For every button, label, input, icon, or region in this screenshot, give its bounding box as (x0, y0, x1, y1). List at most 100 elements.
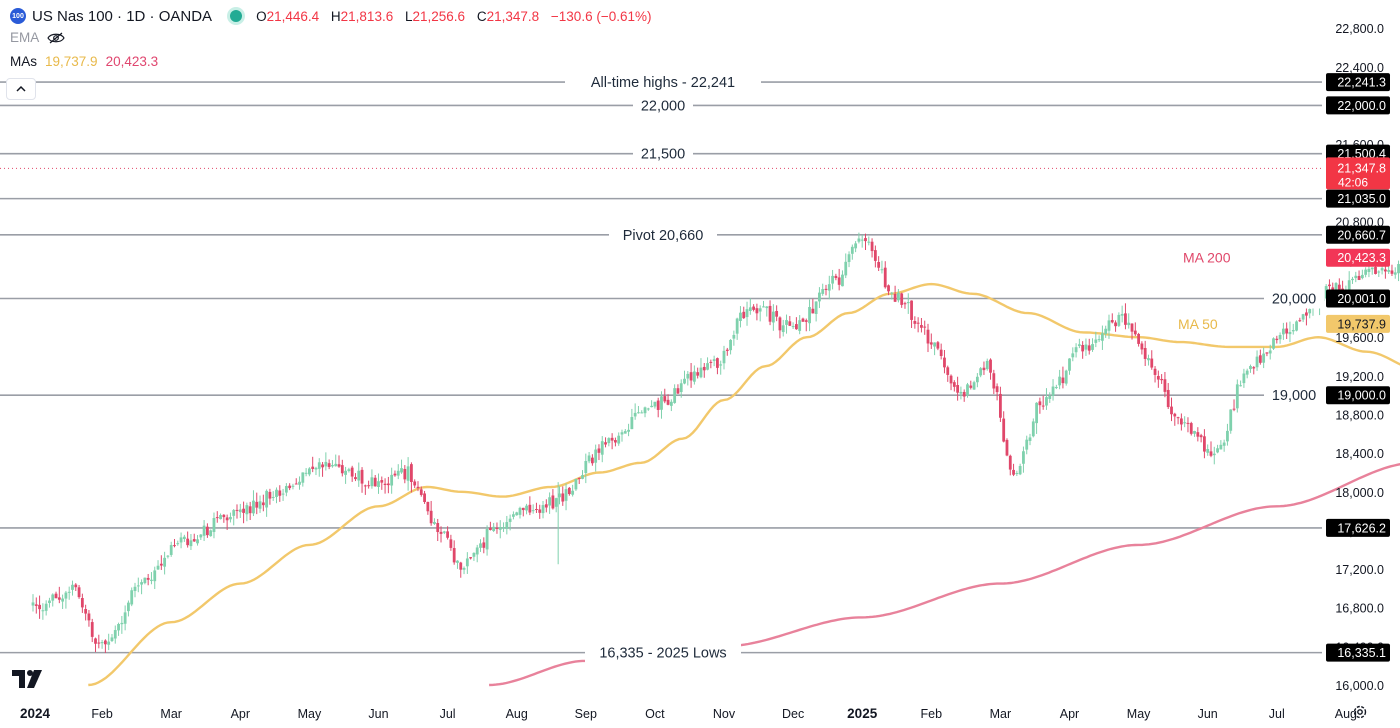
level-label-bg-1 (633, 95, 693, 116)
candle-body (1288, 331, 1292, 335)
candle (982, 361, 986, 375)
candle (469, 556, 473, 560)
candle (377, 473, 380, 494)
candle (864, 233, 867, 250)
time-axis[interactable]: 2024 Feb Mar Apr May Jun Jul Aug Sep Oct Nov Dec 202… (20, 706, 1357, 721)
candle (373, 475, 377, 487)
y-tick-label: 18,800.0 (1335, 409, 1384, 423)
candle-body (1087, 345, 1091, 351)
candle-body (354, 477, 357, 480)
candle (508, 514, 512, 531)
candle (923, 320, 927, 335)
candle-body (90, 622, 94, 637)
candle-body (492, 526, 496, 531)
candle (581, 470, 584, 480)
candle-body (999, 393, 1002, 418)
candle-body (166, 555, 170, 557)
candle (209, 529, 213, 537)
candle-body (363, 485, 367, 487)
level-label-bg-6 (1264, 385, 1324, 406)
candle-body (1094, 339, 1098, 343)
candle (906, 293, 910, 314)
candle-body (985, 360, 989, 370)
candle-body (67, 591, 71, 593)
candle-body (1008, 455, 1012, 470)
candle (818, 287, 821, 309)
candle (133, 582, 137, 598)
candle-body (771, 311, 775, 323)
candle-body (1364, 269, 1368, 275)
level-badge-1: 22,000.0 (1337, 99, 1386, 113)
mas-indicator-row[interactable]: MAs 19,737.9 20,423.3 (10, 54, 158, 69)
candle-body (495, 527, 499, 529)
candle-body (252, 500, 255, 514)
candle (985, 358, 989, 371)
candle (74, 583, 78, 591)
ema-indicator-row[interactable]: EMA (10, 30, 65, 45)
candle-body (808, 307, 811, 324)
candle-body (1091, 344, 1094, 350)
candle (321, 462, 324, 477)
candle (77, 584, 81, 599)
candle-body (946, 367, 950, 375)
candle-body (541, 505, 545, 514)
candle (617, 432, 621, 446)
candle (725, 347, 729, 356)
candle-body (400, 468, 403, 473)
candle (1364, 267, 1368, 278)
candle-body (298, 481, 301, 485)
candle (1272, 337, 1275, 350)
market-status-icon[interactable] (230, 10, 243, 22)
candle (1012, 463, 1015, 477)
candle-body (475, 547, 479, 555)
ma50-legend-value: 19,737.9 (45, 54, 98, 69)
candle (788, 315, 792, 327)
candle-body (1216, 448, 1219, 453)
level-badge-7: 17,626.2 (1337, 521, 1386, 535)
price-axis[interactable]: 22,800.022,400.022,000.021,600.021,200.0… (1335, 22, 1384, 693)
candle (97, 634, 101, 649)
candle-body (390, 474, 394, 486)
candle (1061, 366, 1065, 389)
candle-body (660, 396, 663, 410)
symbol-title[interactable]: US Nas 100 · 1D · OANDA (32, 7, 213, 25)
candle (1288, 321, 1292, 343)
candle (367, 480, 371, 489)
candle-body (1104, 328, 1108, 335)
candle (169, 541, 173, 557)
candle (716, 357, 719, 375)
candle (755, 303, 759, 321)
ma50-inline-label: MA 50 (1178, 316, 1218, 332)
candle (94, 637, 97, 653)
candle-body (712, 359, 716, 361)
gear-icon[interactable] (1352, 704, 1368, 720)
candle-body (406, 466, 410, 481)
candle-body (827, 284, 831, 291)
candle-body (1179, 418, 1183, 425)
collapse-legend-button[interactable] (6, 78, 36, 100)
tradingview-logo-icon[interactable] (12, 670, 46, 688)
candle-body (255, 501, 259, 508)
level-badge-5: 20,001.0 (1337, 292, 1386, 306)
candle (890, 291, 894, 300)
candle (679, 379, 683, 398)
x-tick-label: Mar (160, 707, 182, 721)
candle (64, 590, 68, 609)
candle-body (1176, 417, 1180, 419)
candle-body (544, 504, 548, 508)
candle (196, 535, 199, 546)
candle (127, 600, 130, 617)
eye-hidden-icon[interactable] (47, 32, 65, 44)
candle-body (199, 534, 203, 538)
level-badge-3-bg (1326, 189, 1390, 208)
candle (1091, 338, 1094, 352)
candle (1393, 267, 1397, 279)
candle-body (798, 320, 802, 331)
candle (1252, 366, 1256, 375)
open-value: 21,446.4 (266, 8, 320, 24)
candle (643, 406, 647, 418)
candle (972, 380, 976, 390)
candle (1183, 416, 1187, 428)
x-tick-label: Feb (921, 707, 943, 721)
